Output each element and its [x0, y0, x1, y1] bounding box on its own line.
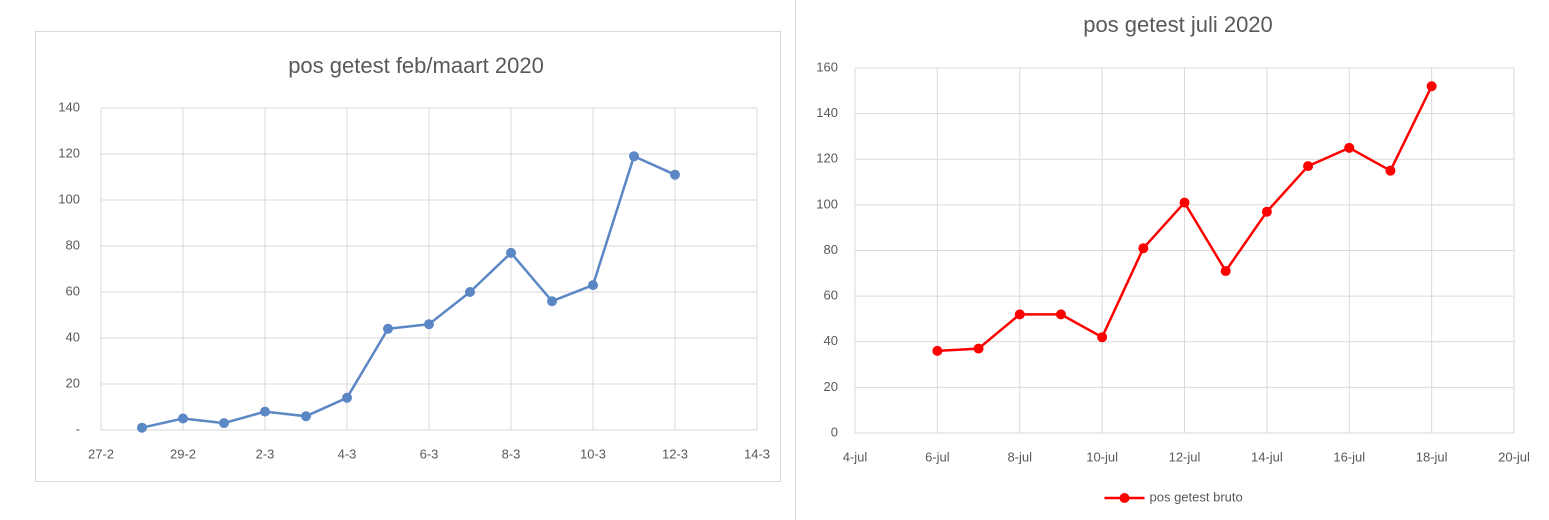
x-tick-label: 10-jul: [1086, 449, 1118, 464]
x-tick-label: 14-3: [744, 446, 770, 461]
x-tick-label: 29-2: [170, 446, 196, 461]
x-tick-label: 27-2: [88, 446, 114, 461]
y-tick-label: 80: [66, 237, 80, 252]
x-tick-label: 18-jul: [1416, 449, 1448, 464]
data-point: [301, 411, 311, 422]
chart-title: pos getest feb/maart 2020: [288, 53, 544, 78]
data-point: [1220, 266, 1231, 277]
data-point: [1014, 309, 1025, 320]
data-point: [932, 345, 943, 356]
data-point: [629, 151, 639, 162]
x-tick-label: 6-jul: [925, 449, 950, 464]
y-tick-label: 120: [58, 145, 80, 160]
data-point: [137, 422, 147, 433]
y-tick-label: 60: [824, 288, 838, 303]
x-tick-label: 12-jul: [1169, 449, 1201, 464]
data-point: [506, 247, 516, 258]
y-tick-label: 40: [66, 329, 80, 344]
y-tick-label: 60: [66, 283, 80, 298]
x-tick-label: 6-3: [420, 446, 439, 461]
data-point: [1303, 161, 1314, 172]
y-tick-label: 20: [66, 375, 80, 390]
legend-marker: [1119, 493, 1130, 503]
legend-label: pos getest bruto: [1150, 489, 1243, 504]
x-tick-label: 4-jul: [843, 449, 868, 464]
y-tick-label: 100: [58, 191, 80, 206]
series-line: [141, 155, 676, 429]
x-tick-label: 16-jul: [1333, 449, 1365, 464]
y-tick-label: -: [76, 421, 80, 436]
y-tick-label: 100: [816, 196, 838, 211]
data-point: [383, 323, 393, 334]
data-point: [1138, 243, 1149, 254]
x-tick-label: 8-3: [502, 446, 521, 461]
x-tick-label: 10-3: [580, 446, 606, 461]
data-point: [1385, 165, 1396, 176]
y-tick-label: 140: [58, 99, 80, 114]
x-tick-label: 8-jul: [1007, 449, 1032, 464]
x-tick-label: 14-jul: [1251, 449, 1283, 464]
data-point: [973, 343, 984, 354]
data-point: [1344, 142, 1355, 153]
y-tick-label: 140: [816, 105, 838, 120]
data-point: [588, 280, 598, 291]
chart-frame: [35, 31, 781, 482]
data-point: [260, 406, 270, 417]
x-tick-label: 4-3: [338, 446, 357, 461]
y-tick-label: 20: [824, 379, 838, 394]
y-tick-label: 0: [831, 424, 838, 439]
y-tick-label: 40: [824, 333, 838, 348]
data-point: [465, 287, 475, 297]
data-point: [547, 296, 557, 307]
data-point: [342, 392, 352, 403]
x-tick-label: 20-jul: [1498, 449, 1530, 464]
x-tick-label: 12-3: [662, 446, 688, 461]
y-tick-label: 160: [816, 59, 838, 74]
data-point: [670, 169, 680, 180]
y-tick-label: 120: [816, 151, 838, 166]
data-point: [219, 418, 229, 429]
data-point: [424, 319, 434, 330]
data-point: [1055, 309, 1066, 320]
data-point: [1261, 206, 1272, 217]
data-point: [1097, 332, 1108, 343]
data-point: [1179, 197, 1190, 208]
y-tick-label: 80: [824, 242, 838, 257]
chart-title: pos getest juli 2020: [1083, 12, 1273, 37]
data-point: [1426, 81, 1437, 92]
x-tick-label: 2-3: [256, 446, 275, 461]
data-point: [178, 413, 188, 424]
